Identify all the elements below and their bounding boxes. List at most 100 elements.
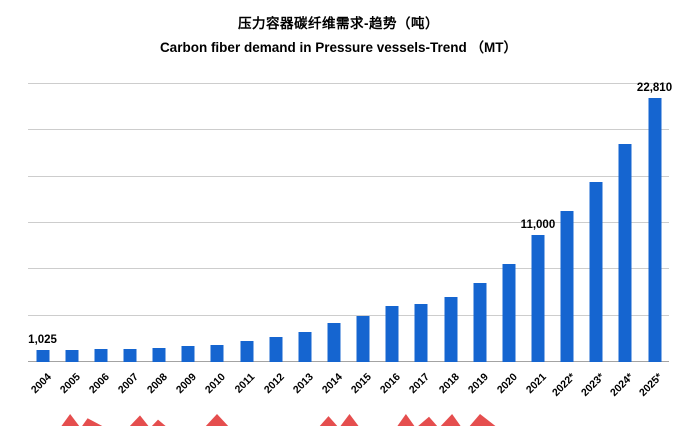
gridline xyxy=(28,268,669,270)
chart-title-en: Carbon fiber demand in Pressure vessels-… xyxy=(159,40,518,55)
bar-cell xyxy=(582,84,611,362)
x-tick-cell: 2015 xyxy=(349,363,378,419)
bar-2023* xyxy=(589,182,603,362)
data-label: 22,810 xyxy=(636,82,673,94)
data-label: 11,000 xyxy=(520,219,556,231)
bar-2025* xyxy=(648,98,662,362)
watermark-fragment xyxy=(128,415,168,426)
watermark-fragment xyxy=(468,414,498,426)
bar-2018 xyxy=(444,297,458,362)
bar-cell: 22,810 xyxy=(636,82,673,362)
x-axis-labels: 2004 2005 2006 2007 2008 2009 2010 2011 2012 2013… xyxy=(28,363,669,419)
x-tick-cell: 2023* xyxy=(579,363,611,419)
bar-2012 xyxy=(269,337,283,362)
x-tick-label: 2018 xyxy=(436,371,462,397)
x-tick-cell: 2010 xyxy=(203,363,232,419)
x-tick-label: 2024* xyxy=(608,371,637,399)
bar-cell xyxy=(349,84,378,362)
x-tick-label: 2020 xyxy=(494,371,520,397)
x-tick-cell: 2019 xyxy=(465,363,494,419)
x-axis-line xyxy=(28,361,669,362)
chart-title-block: 压力容器碳纤维需求-趋势（吨） Carbon fiber demand in P… xyxy=(0,0,677,56)
x-tick-label: 2021 xyxy=(523,371,549,397)
x-tick-label: 2019 xyxy=(465,371,491,397)
bar-cell xyxy=(378,84,407,362)
bar-cell: 1,025 xyxy=(28,84,57,362)
x-tick-label: 2012 xyxy=(261,371,287,397)
watermark-fragment xyxy=(60,414,106,426)
x-tick-cell: 2024* xyxy=(608,363,640,419)
bar-cell xyxy=(232,84,261,362)
x-tick-cell: 2011 xyxy=(232,363,261,419)
x-tick-cell: 2022* xyxy=(550,363,582,419)
gridlines xyxy=(28,83,669,362)
x-tick-label: 2008 xyxy=(144,371,170,397)
x-tick-cell: 2018 xyxy=(436,363,465,419)
bar-cell xyxy=(553,84,582,362)
bar-cell xyxy=(407,84,436,362)
x-tick-label: 2007 xyxy=(115,371,141,397)
bar-2013 xyxy=(298,332,312,362)
x-tick-cell: 2004 xyxy=(28,363,57,419)
bar-cell xyxy=(465,84,494,362)
x-tick-cell: 2016 xyxy=(378,363,407,419)
x-tick-cell: 2009 xyxy=(174,363,203,419)
bar-2008 xyxy=(152,348,166,362)
x-tick-label: 2009 xyxy=(174,371,200,397)
bar-2011 xyxy=(240,341,254,362)
bar-2015 xyxy=(356,316,370,362)
x-tick-cell: 2012 xyxy=(261,363,290,419)
x-tick-cell: 2020 xyxy=(494,363,523,419)
bar-cell xyxy=(115,84,144,362)
watermark xyxy=(0,413,677,426)
x-tick-cell: 2017 xyxy=(407,363,436,419)
x-tick-cell: 2014 xyxy=(319,363,348,419)
gridline xyxy=(28,222,669,223)
bar-cell xyxy=(319,84,348,362)
x-tick-cell: 2006 xyxy=(86,363,115,419)
watermark-fragment xyxy=(396,414,462,426)
bar-2010 xyxy=(210,345,224,362)
data-label: 1,025 xyxy=(28,334,57,346)
plot-area: 1,025 11,000 22,810 xyxy=(28,82,673,362)
bar-cell xyxy=(57,84,86,362)
x-tick-label: 2022* xyxy=(550,371,578,399)
bar-2007 xyxy=(123,349,137,362)
bar-2022* xyxy=(560,211,574,362)
bar-2024* xyxy=(618,144,632,362)
x-tick-cell: 2021 xyxy=(523,363,552,419)
bar-2017 xyxy=(414,304,428,362)
bar-2021 xyxy=(531,235,545,362)
bar-2014 xyxy=(327,323,341,362)
x-tick-label: 2023* xyxy=(579,371,608,399)
gridline xyxy=(28,83,669,84)
gridline xyxy=(28,175,669,177)
bar-2006 xyxy=(94,349,108,362)
bar-cell xyxy=(261,84,290,362)
x-tick-label: 2006 xyxy=(86,371,112,397)
bar-cell xyxy=(611,84,640,362)
bar-2016 xyxy=(385,306,399,362)
x-tick-label: 2016 xyxy=(378,371,404,397)
bar-cell xyxy=(86,84,115,362)
bar-cell xyxy=(145,84,174,362)
x-tick-label: 2017 xyxy=(407,371,433,397)
bar-cell xyxy=(494,84,523,362)
x-tick-label: 2025* xyxy=(637,371,666,399)
bar-cell xyxy=(174,84,203,362)
x-tick-cell: 2005 xyxy=(57,363,86,419)
x-tick-cell: 2025* xyxy=(637,363,669,419)
bar-cell: 11,000 xyxy=(521,84,555,362)
bar-2004 xyxy=(36,350,50,362)
bar-2005 xyxy=(65,350,79,362)
x-tick-label: 2015 xyxy=(348,371,374,397)
bar-2019 xyxy=(473,283,487,362)
x-tick-label: 2013 xyxy=(290,371,316,397)
watermark-fragment xyxy=(204,414,230,426)
x-tick-label: 2011 xyxy=(232,371,258,396)
bar-cell xyxy=(290,84,319,362)
bar-cell xyxy=(203,84,232,362)
gridline xyxy=(28,314,669,316)
x-tick-label: 2004 xyxy=(28,371,54,397)
